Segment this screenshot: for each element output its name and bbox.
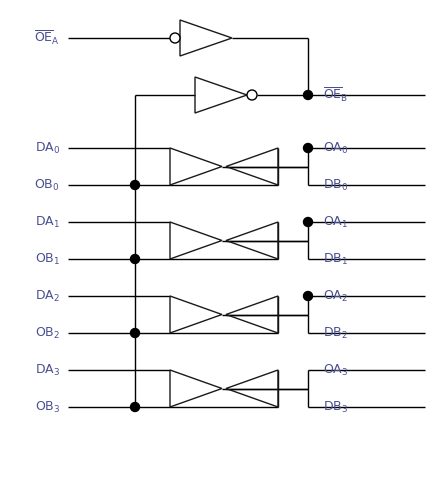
- Text: OA$_2$: OA$_2$: [323, 288, 348, 304]
- Text: OA$_0$: OA$_0$: [323, 141, 349, 156]
- Text: OB$_2$: OB$_2$: [35, 325, 60, 341]
- Text: OB$_0$: OB$_0$: [35, 177, 60, 193]
- Text: DB$_2$: DB$_2$: [323, 325, 348, 341]
- Circle shape: [130, 254, 140, 263]
- Circle shape: [130, 180, 140, 189]
- Text: DA$_1$: DA$_1$: [35, 214, 60, 230]
- Text: $\overline{\rm OE}$$_{\rm B}$: $\overline{\rm OE}$$_{\rm B}$: [323, 86, 348, 104]
- Circle shape: [130, 402, 140, 412]
- Circle shape: [304, 217, 312, 226]
- Text: DB$_3$: DB$_3$: [323, 399, 348, 415]
- Text: DA$_2$: DA$_2$: [35, 288, 60, 304]
- Text: OB$_3$: OB$_3$: [35, 399, 60, 415]
- Circle shape: [304, 91, 312, 100]
- Text: DB$_0$: DB$_0$: [323, 177, 348, 193]
- Text: DB$_1$: DB$_1$: [323, 251, 348, 267]
- Circle shape: [304, 143, 312, 152]
- Text: OA$_3$: OA$_3$: [323, 362, 348, 378]
- Circle shape: [170, 33, 180, 43]
- Text: OB$_1$: OB$_1$: [35, 251, 60, 267]
- Circle shape: [130, 328, 140, 338]
- Text: DA$_3$: DA$_3$: [35, 362, 60, 378]
- Text: DA$_0$: DA$_0$: [35, 141, 60, 156]
- Text: OA$_1$: OA$_1$: [323, 214, 348, 230]
- Circle shape: [247, 90, 257, 100]
- Text: $\overline{\rm OE}$$_{\rm A}$: $\overline{\rm OE}$$_{\rm A}$: [34, 29, 60, 47]
- Circle shape: [304, 291, 312, 301]
